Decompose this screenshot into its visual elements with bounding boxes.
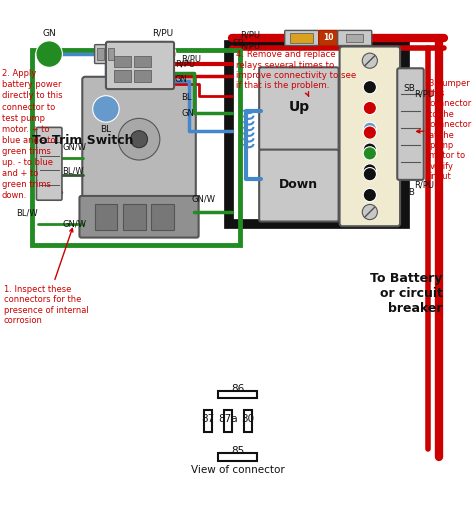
Bar [134, 70, 151, 82]
Bar [218, 453, 257, 461]
Circle shape [363, 188, 376, 201]
Text: 87: 87 [201, 414, 215, 424]
FancyBboxPatch shape [319, 30, 337, 46]
Text: View of connector: View of connector [191, 465, 284, 475]
Text: GN/W: GN/W [63, 142, 86, 151]
Bar [95, 204, 117, 230]
Circle shape [363, 167, 376, 181]
Text: BL/W: BL/W [16, 208, 38, 217]
Bar [346, 34, 363, 42]
Circle shape [363, 81, 376, 94]
Circle shape [363, 101, 376, 114]
Text: SB: SB [403, 84, 415, 93]
Text: 85: 85 [231, 446, 244, 456]
FancyBboxPatch shape [337, 30, 372, 46]
Circle shape [36, 41, 63, 67]
Bar [134, 56, 151, 67]
Text: GN: GN [182, 109, 194, 118]
Text: To Battery
or circuit
breaker: To Battery or circuit breaker [370, 272, 443, 315]
Text: R/PU: R/PU [414, 180, 434, 189]
Bar [244, 410, 252, 432]
Text: R/PU: R/PU [175, 60, 195, 69]
Text: 4. Remove and replace
relays several times to
improve connectivity to see
if tha: 4. Remove and replace relays several tim… [237, 50, 357, 96]
Bar [151, 204, 174, 230]
Circle shape [149, 41, 176, 67]
Text: 87a: 87a [218, 414, 238, 424]
FancyBboxPatch shape [80, 196, 199, 237]
Text: To Trim Switch: To Trim Switch [33, 134, 134, 146]
Circle shape [363, 147, 376, 160]
Circle shape [362, 53, 377, 68]
Text: GN: GN [175, 75, 188, 84]
FancyBboxPatch shape [229, 45, 405, 224]
Circle shape [363, 126, 376, 139]
Text: Down: Down [279, 178, 319, 191]
FancyBboxPatch shape [95, 45, 117, 64]
Bar [204, 410, 212, 432]
Text: 2. Apply
battery power
directly to this
connector to
test pump
motor. + to
blue : 2. Apply battery power directly to this … [2, 69, 63, 200]
Text: SB: SB [233, 39, 245, 48]
Text: R/PU: R/PU [240, 41, 260, 50]
Text: 1. Inspect these
connectors for the
presence of internal
corrosion: 1. Inspect these connectors for the pres… [4, 228, 89, 325]
FancyBboxPatch shape [285, 30, 319, 46]
Circle shape [362, 205, 377, 219]
FancyBboxPatch shape [259, 149, 338, 222]
Text: 86: 86 [231, 384, 244, 394]
Bar [113, 56, 130, 67]
Text: GN: GN [42, 29, 56, 38]
Text: BL/W: BL/W [63, 167, 84, 176]
Circle shape [118, 118, 160, 160]
Bar [108, 48, 114, 60]
Bar [98, 48, 104, 60]
FancyBboxPatch shape [259, 67, 338, 151]
Circle shape [363, 143, 376, 156]
Text: R/PU: R/PU [152, 29, 173, 38]
Text: BL: BL [100, 125, 111, 134]
Circle shape [130, 131, 147, 148]
FancyBboxPatch shape [106, 42, 174, 89]
Bar [291, 33, 313, 43]
Text: 3. Jumper
this
connector
to the
connector
at the
pump
motor to
verify
input: 3. Jumper this connector to the connecto… [417, 78, 472, 181]
Text: R/PU: R/PU [182, 54, 201, 63]
Text: R/PU: R/PU [240, 31, 260, 40]
Text: R/PU: R/PU [414, 89, 434, 98]
Bar [218, 391, 257, 399]
FancyBboxPatch shape [339, 47, 400, 226]
Bar [123, 204, 146, 230]
Text: Up: Up [288, 100, 310, 114]
FancyBboxPatch shape [36, 127, 62, 200]
FancyBboxPatch shape [82, 77, 196, 200]
Text: GN/W: GN/W [191, 195, 215, 204]
Text: 10: 10 [323, 33, 334, 42]
Circle shape [363, 122, 376, 136]
Circle shape [363, 164, 376, 177]
Text: SB: SB [403, 188, 415, 197]
Text: BL: BL [182, 93, 192, 102]
Bar [113, 70, 130, 82]
Text: 30: 30 [241, 414, 255, 424]
Circle shape [93, 96, 119, 122]
Bar [224, 410, 232, 432]
Text: GN/W: GN/W [63, 220, 86, 229]
FancyBboxPatch shape [397, 68, 424, 180]
